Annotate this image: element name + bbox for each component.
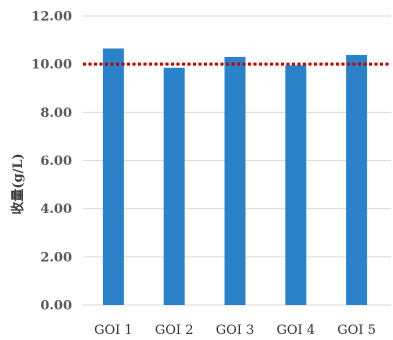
x-tick-label: GOI 5 <box>337 323 376 338</box>
bars <box>102 48 368 305</box>
y-tick-label: 2.00 <box>40 250 72 265</box>
bar <box>102 48 124 305</box>
bar <box>346 55 368 305</box>
x-tick-label: GOI 2 <box>155 323 194 338</box>
y-tick-label: 8.00 <box>40 106 72 121</box>
y-tick-label: 6.00 <box>40 154 72 169</box>
y-tick-label: 12.00 <box>31 10 72 25</box>
x-tick-label: GOI 4 <box>277 323 316 338</box>
x-tick-label: GOI 3 <box>216 323 255 338</box>
bar <box>285 65 307 305</box>
bar <box>163 67 185 305</box>
bar <box>224 56 246 305</box>
x-tick-label: GOI 1 <box>94 323 133 338</box>
y-tick-label: 0.00 <box>40 299 72 314</box>
y-tick-label: 10.00 <box>31 58 72 73</box>
y-axis-title: 收量(g/L) <box>10 153 26 214</box>
y-tick-labels: 0.00 2.00 4.00 6.00 8.00 10.00 12.00 <box>31 10 72 314</box>
x-tick-labels: GOI 1 GOI 2 GOI 3 GOI 4 GOI 5 <box>94 323 376 338</box>
y-tick-label: 4.00 <box>40 202 72 217</box>
